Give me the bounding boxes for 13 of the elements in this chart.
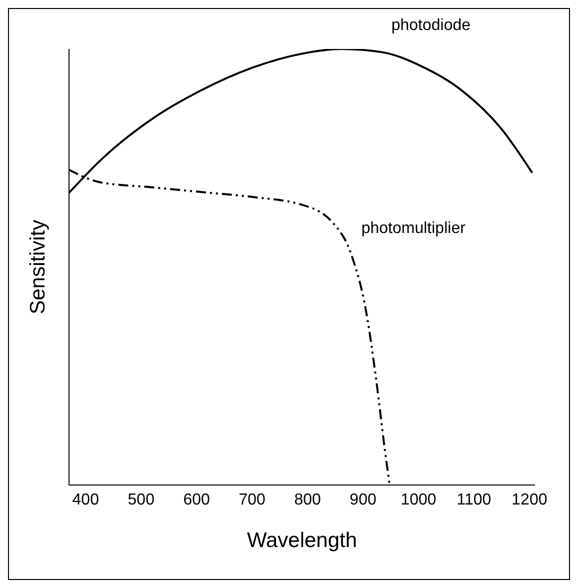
- x-axis-title: Wavelength: [246, 529, 358, 552]
- x-tick-label: 800: [294, 491, 321, 508]
- x-tick-label: 400: [72, 491, 100, 508]
- series-label: photomultiplier: [361, 220, 466, 237]
- x-tick-label: 700: [238, 491, 266, 508]
- x-tick-label: 900: [350, 491, 376, 508]
- x-tick-label: 1200: [512, 491, 548, 508]
- x-tick-label: 1000: [400, 491, 436, 508]
- x-tick-label: 600: [183, 491, 210, 508]
- x-tick-label: 500: [128, 491, 155, 508]
- series-label: photodiode: [391, 17, 471, 34]
- x-tick-label: 1100: [456, 491, 492, 508]
- y-axis-title: Sensitivity: [26, 219, 50, 314]
